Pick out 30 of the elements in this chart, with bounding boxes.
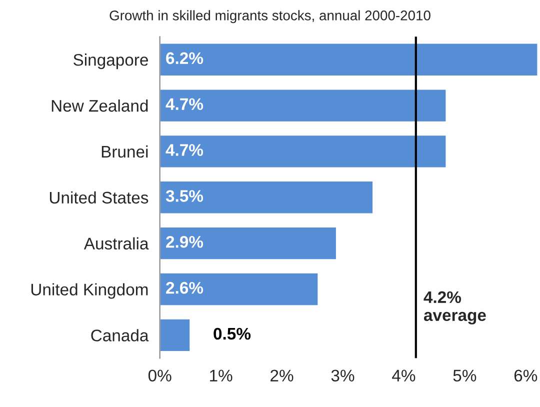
x-tick-label: 1%: [210, 370, 232, 382]
data-label: 0.5%: [214, 328, 251, 340]
data-label: 4.7%: [166, 98, 204, 110]
x-tick-label: 4%: [392, 370, 416, 382]
y-tick-label: Brunei: [102, 145, 148, 158]
data-label: 3.5%: [166, 190, 204, 202]
x-tick-label: 5%: [453, 370, 476, 382]
bar: [160, 318, 192, 352]
x-tick-label: 6%: [514, 370, 538, 382]
bar: [160, 88, 448, 123]
y-tick-label: United Kingdom: [31, 283, 148, 299]
y-tick-label: Singapore: [74, 54, 148, 70]
bar: [160, 272, 320, 306]
y-tick-label: United States: [50, 191, 148, 204]
y-tick-label: Australia: [84, 237, 149, 250]
bar: [160, 42, 538, 77]
x-tick-label: 0%: [148, 370, 172, 382]
bar: [160, 226, 338, 261]
chart-title: Growth in skilled migrants stocks, annual 2000-2010: [110, 10, 430, 24]
data-label: 2.6%: [166, 282, 204, 294]
data-label: 2.9%: [166, 236, 204, 248]
x-tick-label: 3%: [331, 370, 354, 382]
data-label: 6.2%: [166, 52, 204, 64]
bar: [160, 180, 374, 215]
ref-line-label: 4.2% average: [424, 291, 486, 324]
y-tick-label: New Zealand: [52, 99, 148, 112]
bar: [160, 134, 448, 169]
y-tick-label: Canada: [91, 329, 149, 342]
x-tick-label: 2%: [270, 370, 294, 382]
data-label: 4.7%: [166, 144, 204, 156]
